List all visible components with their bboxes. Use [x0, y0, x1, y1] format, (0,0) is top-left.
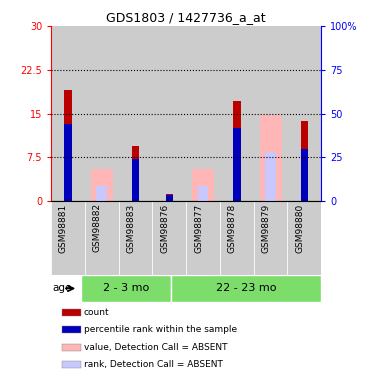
Bar: [197, 186, 208, 201]
Bar: [166, 195, 173, 201]
Bar: [91, 169, 113, 201]
Bar: [288, 201, 321, 274]
Text: GSM98881: GSM98881: [59, 203, 68, 252]
Bar: [64, 124, 72, 201]
Text: GSM98882: GSM98882: [93, 203, 102, 252]
Bar: [192, 169, 214, 201]
Bar: [166, 194, 173, 201]
Title: GDS1803 / 1427736_a_at: GDS1803 / 1427736_a_at: [106, 11, 266, 24]
Bar: [51, 201, 85, 274]
Bar: [85, 201, 119, 274]
Text: GSM98883: GSM98883: [127, 203, 135, 252]
Bar: [220, 26, 254, 201]
Bar: [85, 26, 119, 201]
Bar: [254, 201, 287, 274]
Text: 2 - 3 mo: 2 - 3 mo: [103, 284, 149, 294]
Bar: [233, 128, 241, 201]
Bar: [62, 326, 81, 333]
Text: rank, Detection Call = ABSENT: rank, Detection Call = ABSENT: [84, 360, 222, 369]
Text: age: age: [53, 284, 72, 294]
Bar: [62, 361, 81, 368]
Bar: [51, 26, 85, 201]
Bar: [186, 201, 220, 274]
Bar: [171, 274, 321, 302]
Bar: [81, 274, 171, 302]
Bar: [62, 309, 81, 316]
Text: GSM98878: GSM98878: [228, 203, 237, 252]
Bar: [132, 146, 139, 201]
Text: value, Detection Call = ABSENT: value, Detection Call = ABSENT: [84, 343, 227, 352]
Text: GSM98877: GSM98877: [194, 203, 203, 252]
Bar: [288, 26, 321, 201]
Text: count: count: [84, 308, 109, 317]
Bar: [186, 26, 220, 201]
Bar: [301, 121, 308, 201]
Bar: [254, 26, 287, 201]
Text: GSM98879: GSM98879: [262, 203, 270, 252]
Bar: [96, 186, 107, 201]
Bar: [119, 201, 153, 274]
Bar: [265, 152, 276, 201]
Bar: [301, 148, 308, 201]
Text: percentile rank within the sample: percentile rank within the sample: [84, 326, 237, 334]
Bar: [153, 26, 186, 201]
Bar: [62, 344, 81, 351]
Bar: [220, 201, 254, 274]
Bar: [153, 201, 186, 274]
Bar: [260, 115, 281, 201]
Text: GSM98880: GSM98880: [295, 203, 304, 252]
Text: 22 - 23 mo: 22 - 23 mo: [216, 284, 276, 294]
Bar: [119, 26, 153, 201]
Bar: [233, 101, 241, 201]
Bar: [132, 159, 139, 201]
Text: GSM98876: GSM98876: [160, 203, 169, 252]
Bar: [64, 90, 72, 201]
